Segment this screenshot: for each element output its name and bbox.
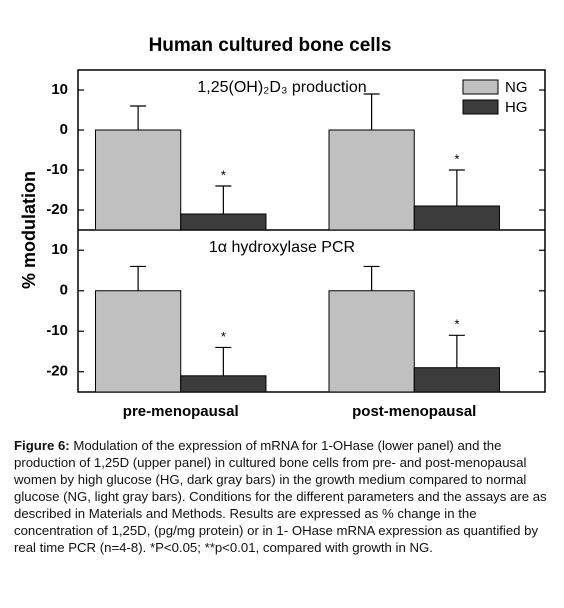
caption-label: Figure 6: <box>14 438 70 453</box>
y-tick-label: 10 <box>51 241 68 258</box>
caption: Figure 6: Modulation of the expression o… <box>14 437 552 556</box>
y-tick-label: 0 <box>60 121 68 138</box>
x-tick-label: pre-menopausal <box>123 403 239 420</box>
significance-marker: * <box>221 329 226 344</box>
legend-swatch <box>462 99 499 115</box>
y-axis-label: % modulation <box>19 171 39 289</box>
significance-marker: * <box>454 151 459 166</box>
bar <box>95 129 182 231</box>
y-tick-label: -10 <box>46 161 68 178</box>
y-tick-label: -20 <box>46 201 68 218</box>
bar <box>413 205 500 231</box>
y-tick-label: -10 <box>46 322 68 339</box>
y-tick-label: 0 <box>60 282 68 299</box>
panel-title: 1α hydroxylase PCR <box>209 239 355 256</box>
y-tick-label: -20 <box>46 363 68 380</box>
legend-label: HG <box>505 99 528 116</box>
bar <box>328 290 415 393</box>
chart: Human cultured bone cells % modulation -… <box>19 35 546 420</box>
y-tick-label: 10 <box>51 81 68 98</box>
bar <box>413 367 500 393</box>
legend-label: NG <box>505 79 528 96</box>
bar <box>95 290 182 393</box>
panel-title: 1,25(OH)₂D₃ production <box>197 79 366 96</box>
x-tick-label: post-menopausal <box>352 403 476 420</box>
bar <box>180 375 267 393</box>
bar <box>180 213 267 231</box>
legend-swatch <box>462 79 499 95</box>
bar <box>328 129 415 231</box>
significance-marker: * <box>454 317 459 332</box>
plot-frame <box>77 69 546 393</box>
significance-marker: * <box>221 167 226 182</box>
caption-text: Modulation of the expression of mRNA for… <box>14 438 547 555</box>
chart-title: Human cultured bone cells <box>149 35 392 56</box>
